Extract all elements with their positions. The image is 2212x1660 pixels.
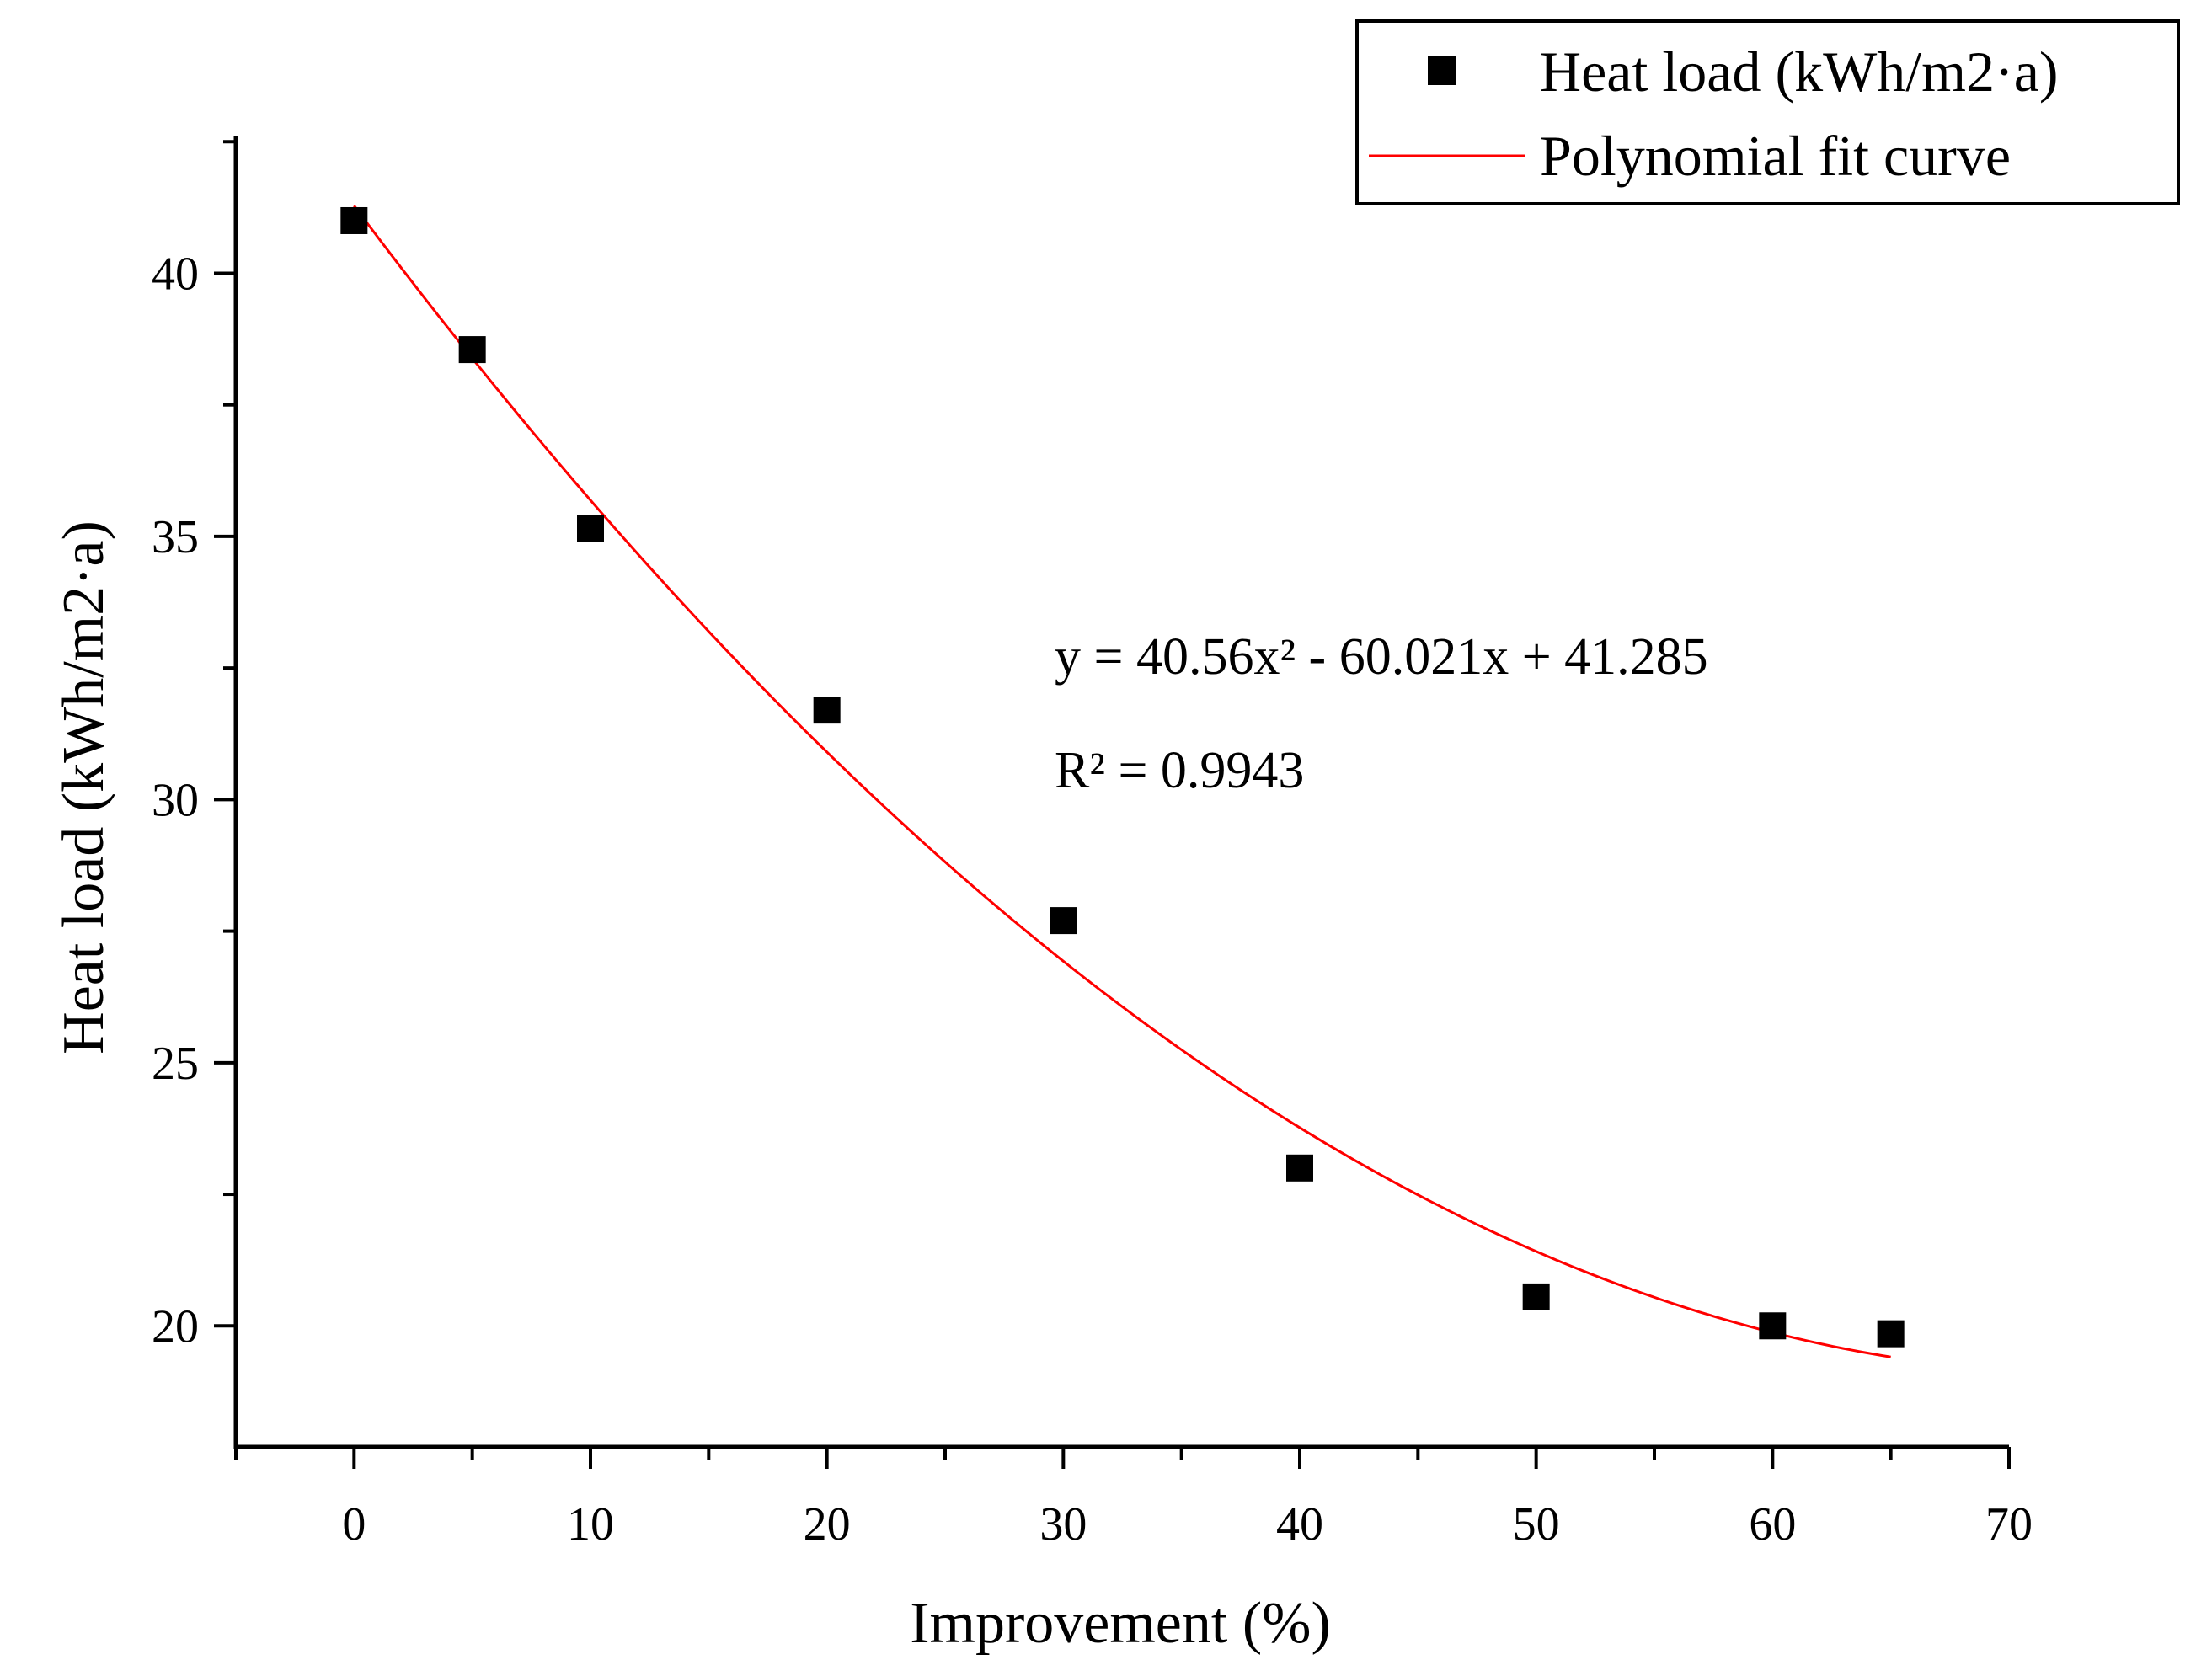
x-tick-label: 30 (1039, 1498, 1087, 1551)
r-squared-label: R² = 0.9943 (1055, 742, 1304, 799)
legend-label-fit-curve: Polynomial fit curve (1540, 124, 2011, 188)
data-point (1050, 907, 1077, 935)
y-tick-label: 30 (152, 774, 199, 826)
x-tick-label: 50 (1513, 1498, 1560, 1551)
data-point (1286, 1154, 1313, 1182)
x-tick-label: 60 (1749, 1498, 1796, 1551)
y-tick-label: 20 (152, 1300, 199, 1353)
legend: Heat load (kWh/m2·a) Polynomial fit curv… (1355, 19, 2180, 205)
x-tick-label: 0 (342, 1498, 366, 1551)
data-point (1877, 1320, 1905, 1348)
x-tick-label: 20 (804, 1498, 851, 1551)
y-axis-title: Heat load (kWh/m2·a) (51, 520, 116, 1054)
axes: 0 10 20 30 40 50 60 70 20 25 30 35 40 (152, 136, 2033, 1551)
fit-curve-line (353, 205, 1891, 1358)
fit-curve-layer (353, 205, 1891, 1358)
plot-area (340, 205, 1905, 1358)
data-points-layer (340, 206, 1905, 1348)
y-axis-ticks: 20 25 30 35 40 (152, 140, 236, 1353)
data-point (577, 515, 604, 542)
fit-equation: y = 40.56x² - 60.021x + 41.285 (1055, 628, 1708, 686)
legend-label-heat-load: Heat load (kWh/m2·a) (1540, 40, 2059, 104)
x-tick-label: 10 (567, 1498, 614, 1551)
x-tick-label: 40 (1276, 1498, 1323, 1551)
legend-box (1355, 19, 2180, 205)
legend-marker-heat-load (1428, 56, 1456, 85)
x-axis-title: Improvement (%) (910, 1591, 1331, 1656)
data-point (813, 697, 841, 724)
y-tick-label: 25 (152, 1038, 199, 1090)
data-point (1522, 1283, 1550, 1310)
y-tick-label: 40 (152, 248, 199, 300)
x-axis-ticks: 0 10 20 30 40 50 60 70 (234, 1447, 2033, 1551)
x-tick-label: 70 (1985, 1498, 2033, 1551)
data-point (458, 336, 486, 364)
y-tick-label: 35 (152, 511, 199, 563)
data-point (340, 206, 368, 234)
data-point (1759, 1312, 1787, 1340)
